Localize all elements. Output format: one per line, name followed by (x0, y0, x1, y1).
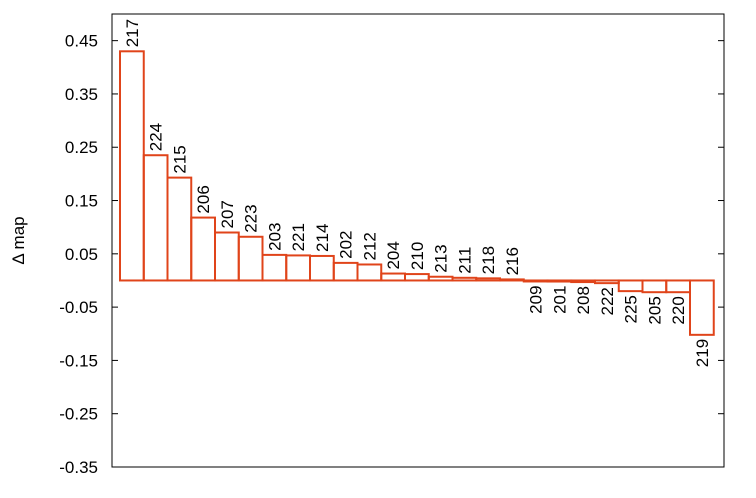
bar-label: 219 (693, 339, 712, 367)
bar-label: 202 (337, 231, 356, 259)
bar-201 (546, 279, 573, 283)
bar-224 (142, 154, 169, 282)
bar-205 (641, 279, 668, 294)
bar-label: 212 (360, 232, 379, 260)
y-tick-label: 0.05 (65, 245, 98, 264)
bar-label: 213 (432, 244, 451, 272)
bar-label: 203 (265, 223, 284, 251)
bar-219 (689, 279, 715, 336)
bars (119, 50, 715, 336)
bar-label: 220 (669, 296, 688, 324)
bar-label: 225 (622, 295, 641, 323)
bar-label: 214 (313, 224, 332, 252)
y-tick-label: 0.35 (65, 85, 98, 104)
y-tick-label: -0.05 (59, 298, 98, 317)
y-axis: 0.45 0.35 0.25 0.15 0.05 -0.05 -0.15 -0.25 -0.35 (59, 32, 724, 477)
bar-206 (190, 216, 216, 282)
bar-222 (594, 279, 620, 285)
bar-label: 207 (218, 200, 237, 228)
bar-223 (237, 235, 264, 282)
bar-211 (451, 276, 478, 282)
bar-label: 221 (289, 223, 308, 251)
bar-203 (261, 253, 288, 282)
bar-label: 204 (384, 241, 403, 269)
bar-label: 210 (408, 242, 427, 270)
bar-207 (214, 231, 240, 282)
plot-area (111, 13, 725, 468)
bar-label: 205 (645, 296, 664, 324)
bar-label: 208 (574, 286, 593, 314)
bar-221 (285, 254, 311, 282)
bar-label: 209 (527, 285, 546, 313)
bar-213 (427, 275, 454, 282)
bar-217 (119, 50, 145, 282)
bar-label: 201 (550, 286, 569, 314)
bar-label: 217 (123, 19, 142, 47)
bar-label: 222 (598, 287, 617, 315)
bar-label: 224 (147, 123, 166, 151)
bar-label: 223 (242, 204, 261, 232)
bar-label: 215 (170, 145, 189, 173)
bar-218 (475, 277, 501, 282)
bar-212 (356, 263, 383, 282)
bar-204 (380, 272, 406, 282)
y-tick-label: -0.25 (59, 405, 98, 424)
bar-210 (404, 273, 430, 282)
bar-225 (617, 279, 644, 293)
y-tick-label: 0.45 (65, 32, 98, 51)
bar-label: 216 (503, 247, 522, 275)
bar-label: 211 (455, 247, 474, 274)
bar-214 (309, 254, 335, 282)
y-axis-label: Δ map (9, 216, 28, 264)
plot-frame (111, 13, 725, 468)
bar-216 (499, 278, 525, 282)
bar-label: 218 (479, 246, 498, 274)
y-tick-label: -0.35 (59, 458, 98, 477)
bar-label: 206 (194, 185, 213, 213)
y-tick-label: 0.25 (65, 138, 98, 157)
bar-208 (570, 279, 596, 284)
bar-215 (166, 176, 193, 282)
y-tick-label: 0.15 (65, 192, 98, 211)
bar-209 (522, 279, 549, 283)
y-tick-label: -0.15 (59, 351, 98, 370)
bar-202 (332, 261, 359, 282)
bar-220 (665, 279, 691, 294)
